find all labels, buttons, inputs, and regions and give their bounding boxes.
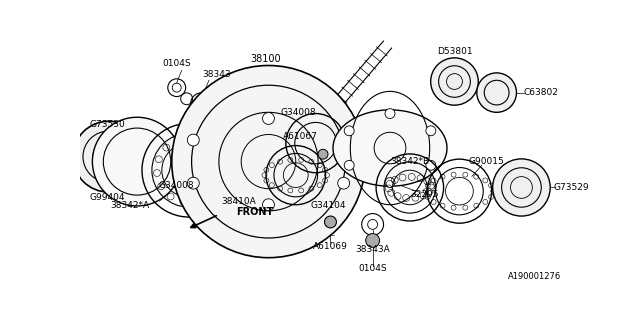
Circle shape (344, 126, 354, 136)
Circle shape (172, 66, 365, 258)
Text: G73530: G73530 (90, 120, 125, 129)
Circle shape (92, 117, 182, 206)
Text: FRONT: FRONT (236, 207, 273, 217)
Text: 38410A: 38410A (221, 196, 256, 205)
Text: 0104S: 0104S (358, 264, 387, 273)
Circle shape (262, 199, 275, 211)
Circle shape (262, 113, 275, 124)
Text: 32295: 32295 (410, 190, 439, 199)
Polygon shape (333, 110, 447, 186)
Text: A61069: A61069 (313, 242, 348, 251)
Circle shape (426, 126, 436, 136)
Circle shape (477, 73, 516, 112)
Text: G34104: G34104 (310, 202, 346, 211)
Text: G34008: G34008 (280, 108, 316, 117)
Text: D53801: D53801 (436, 47, 472, 56)
Text: G90015: G90015 (469, 157, 504, 166)
Text: G34008: G34008 (159, 180, 195, 189)
Text: 0104S: 0104S (163, 59, 191, 68)
Text: G73529: G73529 (554, 183, 589, 192)
Text: C63802: C63802 (524, 88, 559, 97)
Circle shape (73, 121, 145, 192)
Text: A190001276: A190001276 (508, 272, 561, 281)
Circle shape (344, 160, 354, 170)
Circle shape (431, 58, 478, 105)
Circle shape (338, 134, 349, 146)
Text: 38343: 38343 (202, 70, 230, 79)
Circle shape (338, 177, 349, 189)
Circle shape (385, 108, 395, 118)
Circle shape (493, 159, 550, 216)
Circle shape (188, 177, 199, 189)
Text: G99404: G99404 (90, 193, 125, 202)
Circle shape (385, 178, 395, 188)
Circle shape (188, 134, 199, 146)
Circle shape (365, 234, 380, 247)
Text: 38342*A: 38342*A (110, 202, 149, 211)
Text: 38342*B: 38342*B (390, 157, 429, 166)
Text: 38343A: 38343A (355, 244, 390, 253)
Circle shape (324, 216, 337, 228)
Text: 38100: 38100 (251, 54, 282, 64)
Text: A61067: A61067 (284, 132, 318, 141)
Circle shape (318, 149, 328, 159)
Circle shape (426, 160, 436, 170)
